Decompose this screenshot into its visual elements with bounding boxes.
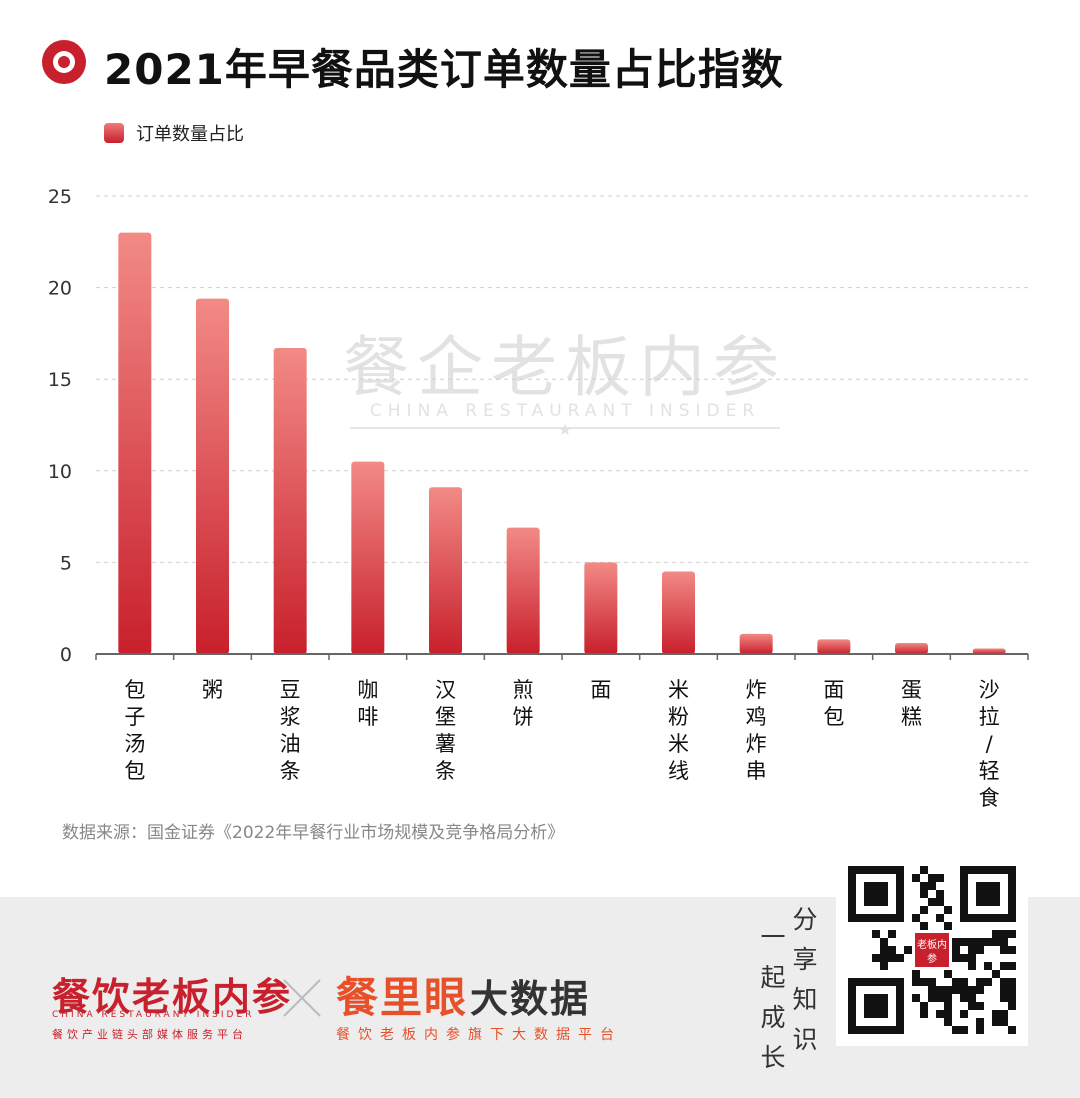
bar-4: [429, 487, 462, 654]
watermark-en: CHINA RESTAURANT INSIDER: [370, 401, 760, 421]
legend: 订单数量占比: [104, 120, 244, 146]
bar-0: [118, 232, 152, 654]
x-category-label: 豆浆油条: [280, 678, 301, 783]
x-category-label: 米粉米线: [668, 678, 689, 783]
gridlines: [96, 195, 1028, 563]
qr-pattern: [848, 866, 1016, 1034]
qr-code[interactable]: 老板内参: [836, 854, 1028, 1046]
y-tick-label: 0: [60, 644, 72, 666]
footer: 餐饮老板内参 CHINA RESTAURANT INSIDER 餐饮产业链头部媒…: [0, 854, 1080, 1098]
x-category-label: 蛋糕: [901, 678, 922, 729]
y-tick-label: 15: [48, 369, 72, 391]
chart-card: 2021年早餐品类订单数量占比指数 订单数量占比 餐企老板内参 CHINA RE…: [42, 40, 1029, 843]
cross-icon: [283, 979, 321, 1017]
x-category-label: 面: [590, 678, 611, 702]
y-tick-label: 5: [60, 552, 72, 574]
y-axis-ticks: 0 5 10 15 20 25: [48, 186, 72, 666]
watermark-star: ★: [558, 420, 572, 439]
watermark-cn: 餐企老板内参: [343, 329, 787, 406]
brand-logo-neican: 餐饮老板内参: [52, 974, 293, 1019]
x-category-label: 炸鸡炸串: [746, 678, 767, 783]
bar-chart: 餐企老板内参 CHINA RESTAURANT INSIDER ★ 0 5 10 15…: [48, 186, 1029, 810]
x-category-label: 煎饼: [513, 678, 534, 729]
bar-10: [895, 643, 928, 654]
bar-9: [817, 639, 851, 654]
y-tick-label: 25: [48, 186, 72, 208]
x-category-label: 粥: [202, 678, 223, 702]
watermark: 餐企老板内参 CHINA RESTAURANT INSIDER ★: [343, 329, 787, 439]
x-category-label: 沙拉/轻食: [979, 678, 1000, 810]
slogan-col-1: 一起成长: [760, 923, 786, 1072]
brand-neican-tagline: 餐饮产业链头部媒体服务平台: [52, 1028, 247, 1041]
legend-label: 订单数量占比: [136, 124, 244, 145]
brand-canliyan-tagline: 餐饮老板内参旗下大数据平台: [336, 1027, 622, 1043]
y-tick-label: 20: [48, 278, 72, 300]
bar-6: [584, 562, 618, 654]
bar-8: [739, 633, 773, 654]
x-axis: [95, 653, 1029, 660]
bar-5: [506, 527, 540, 654]
x-category-label: 包子汤包: [124, 678, 145, 783]
bar-11: [972, 648, 1006, 654]
x-category-label: 汉堡薯条: [435, 678, 456, 783]
bar-2: [273, 348, 307, 654]
chart-title: 2021年早餐品类订单数量占比指数: [104, 45, 784, 94]
qr-badge: 老板内参: [912, 930, 952, 970]
brand-canliyan: 餐里眼: [336, 973, 469, 1022]
data-source: 数据来源：国金证券《2022年早餐行业市场规模及竞争格局分析》: [62, 823, 565, 843]
legend-swatch: [104, 123, 124, 143]
bar-1: [196, 298, 229, 654]
brand-logo-neican-en: CHINA RESTAURANT INSIDER: [52, 1010, 255, 1020]
x-axis-labels: 包子汤包 粥 豆浆油条 咖啡 汉堡薯条 煎饼 面 米粉米线 炸鸡炸串 面包 蛋糕 沙拉/轻食: [124, 678, 999, 810]
bar-3: [351, 461, 385, 654]
title-ring-icon: [42, 40, 86, 84]
brand-big-data: 大数据: [470, 977, 591, 1021]
x-category-label: 面包: [823, 678, 844, 729]
slogan-col-2: 分享知识: [792, 905, 818, 1054]
bar-7: [662, 571, 695, 654]
bars: [118, 232, 1006, 654]
x-category-label: 咖啡: [357, 678, 378, 729]
y-tick-label: 10: [48, 461, 72, 483]
